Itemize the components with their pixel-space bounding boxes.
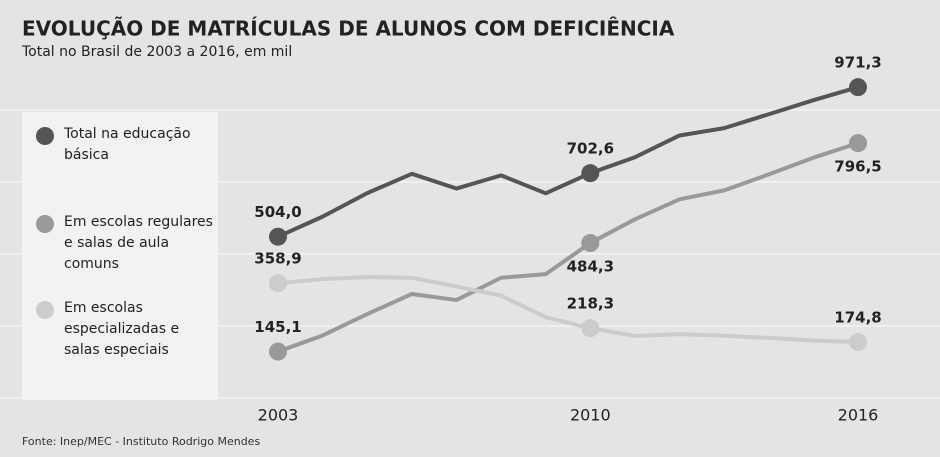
chart-subtitle: Total no Brasil de 2003 a 2016, em mil [21, 44, 292, 60]
value-label: 504,0 [254, 203, 301, 221]
value-label: 358,9 [254, 250, 301, 268]
marker [581, 234, 600, 253]
marker [581, 319, 600, 338]
series-line [277, 141, 859, 354]
legend-item: Em escolas regulares e salas de aula com… [36, 212, 216, 275]
value-label: 174,8 [834, 309, 881, 327]
marker [849, 333, 867, 352]
legend-swatch [36, 215, 54, 233]
legend-swatch [36, 301, 54, 319]
marker [269, 342, 287, 361]
legend-item: Em escolas especializadas e salas especi… [36, 298, 216, 361]
value-label: 218,3 [567, 295, 614, 313]
legend: Total na educação básica Em escolas regul… [22, 112, 218, 400]
series-line [277, 85, 859, 239]
legend-label: Em escolas regulares e salas de aula com… [64, 214, 213, 272]
series-line [277, 275, 859, 345]
value-label: 145,1 [254, 318, 301, 336]
value-label: 484,3 [567, 258, 614, 276]
legend-label: Total na educação básica [64, 126, 191, 163]
legend-item: Total na educação básica [36, 124, 216, 166]
chart-title: EVOLUÇÃO DE MATRÍCULAS DE ALUNOS COM DEF… [22, 17, 675, 41]
x-tick-label: 2003 [258, 406, 299, 425]
marker [269, 274, 287, 293]
legend-label: Em escolas especializadas e salas especi… [64, 300, 180, 358]
marker [849, 78, 867, 97]
marker [849, 134, 867, 153]
value-label: 971,3 [834, 54, 881, 72]
x-tick-label: 2016 [838, 406, 879, 425]
legend-swatch [36, 127, 54, 145]
marker [581, 164, 600, 183]
value-label: 702,6 [567, 140, 614, 158]
value-label: 796,5 [834, 158, 881, 176]
marker [269, 227, 287, 246]
x-tick-label: 2010 [570, 406, 611, 425]
source: Fonte: Inep/MEC - Instituto Rodrigo Mend… [22, 435, 260, 448]
